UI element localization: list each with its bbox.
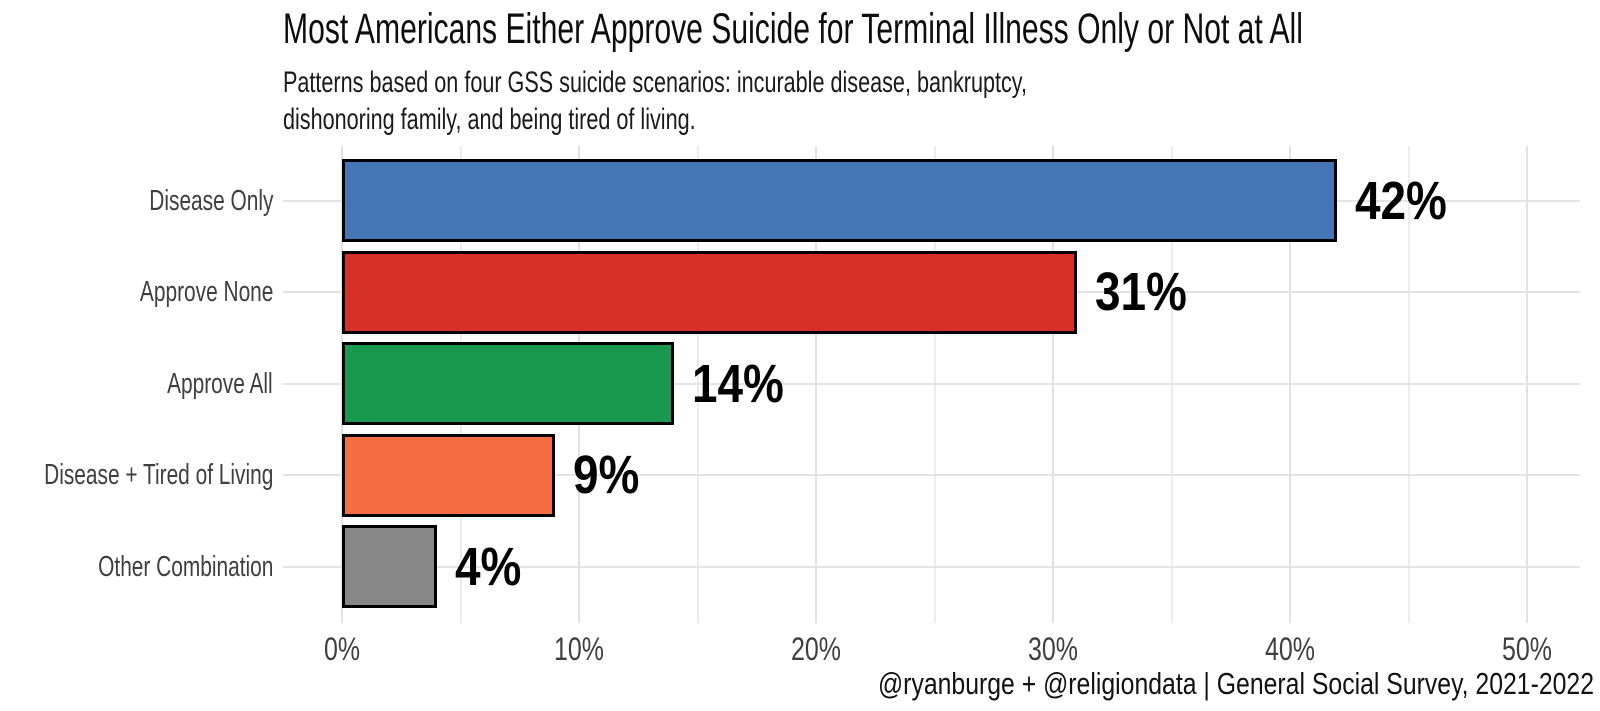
bar-disease-tired-of-living — [342, 433, 556, 517]
y-axis-label: Other Combination — [97, 550, 273, 583]
bar-value-label: 31% — [1094, 262, 1187, 322]
x-axis-tick-label: 50% — [1502, 631, 1552, 667]
bar-value-label: 14% — [691, 353, 784, 414]
bar-disease-only — [342, 159, 1338, 242]
y-axis-label: Approve None — [139, 276, 273, 308]
chart-caption: @ryanburge + @religiondata | General Soc… — [877, 666, 1594, 701]
bar-value-label: 9% — [573, 445, 640, 505]
gridline-vertical-major — [815, 146, 817, 623]
gridline-horizontal — [283, 474, 1580, 476]
gridline-vertical-major — [1289, 146, 1291, 623]
bar-other-combination — [342, 525, 437, 608]
x-axis-tick-label: 30% — [1028, 631, 1078, 667]
bar-approve-none — [342, 250, 1077, 334]
gridline-horizontal — [283, 382, 1580, 385]
gridline-horizontal — [283, 565, 1580, 568]
bar-value-label: 42% — [1355, 170, 1448, 231]
gridline-vertical-major — [1052, 146, 1054, 623]
x-axis-tick-label: 40% — [1265, 631, 1315, 667]
gridline-vertical-minor — [1407, 146, 1410, 623]
x-axis-tick-label: 0% — [323, 631, 361, 667]
gridline-vertical-major — [1526, 146, 1528, 623]
y-axis-label: Disease + Tired of Living — [43, 459, 273, 491]
y-axis-label: Disease Only — [148, 184, 273, 217]
bar-value-label: 4% — [454, 536, 522, 597]
gridline-vertical-minor — [1170, 146, 1173, 623]
chart-title: Most Americans Either Approve Suicide fo… — [283, 5, 1303, 53]
bar-approve-all — [342, 342, 674, 425]
gridline-vertical-minor — [933, 146, 936, 623]
chart-subtitle: Patterns based on four GSS suicide scena… — [283, 66, 1028, 136]
gridline-vertical-minor — [696, 146, 699, 623]
x-axis-tick-label: 10% — [554, 631, 604, 667]
x-axis-tick-label: 20% — [791, 631, 841, 667]
y-axis-label: Approve All — [167, 367, 273, 400]
